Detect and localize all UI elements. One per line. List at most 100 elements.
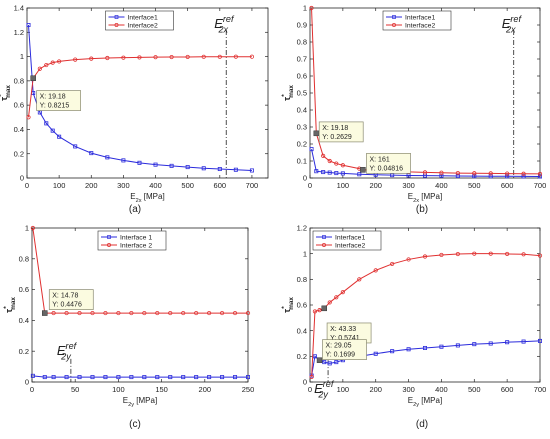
data-point [327, 170, 332, 175]
data-point [194, 310, 199, 316]
data-point [505, 174, 510, 179]
data-point [455, 170, 460, 176]
data-point [89, 151, 94, 156]
data-point [312, 354, 317, 359]
y-axis-label: τ*max [3, 297, 17, 313]
x-tick-label: 100 [53, 181, 66, 190]
legend-item: Interface1 [386, 14, 435, 21]
data-point [249, 168, 254, 173]
data-point [521, 252, 526, 257]
data-point [37, 66, 42, 71]
data-point [51, 375, 56, 380]
legend-item: Interface 1 [101, 234, 152, 241]
data-point [129, 310, 134, 316]
data-point [327, 361, 332, 366]
data-tip-marker [313, 130, 320, 137]
data-point [77, 310, 82, 316]
data-point [26, 115, 31, 120]
y-tick-label: 0 [20, 174, 24, 183]
x-tick-label: 600 [501, 385, 514, 394]
data-tip-y: Y: 0.8215 [40, 103, 70, 110]
legend-label: Interface2 [128, 22, 158, 29]
data-point [245, 310, 251, 316]
data-point [153, 162, 158, 167]
data-point [194, 375, 199, 380]
data-point [116, 375, 121, 380]
data-point [390, 349, 395, 354]
chart-panel-4: 0 100 200 300 400 500 600 700 0 0.2 0.4 0.6 0.8 1 1.2 E… [281, 224, 546, 430]
data-point [334, 171, 339, 176]
data-point [439, 252, 444, 258]
data-tip-marker [316, 357, 323, 363]
data-point [201, 166, 206, 171]
data-point [340, 163, 345, 168]
data-point [472, 251, 477, 256]
x-tick-label: 700 [246, 181, 259, 190]
data-tip: X: 29.05 Y: 0.1699 [316, 339, 367, 363]
data-point [334, 295, 339, 300]
x-tick-label: 0 [25, 181, 29, 190]
data-point [472, 342, 477, 347]
x-tick-label: 50 [71, 385, 79, 394]
series-line [311, 148, 541, 177]
data-point [219, 310, 225, 316]
x-tick-label: 700 [534, 181, 547, 190]
y-tick-label: 0.2 [297, 140, 307, 149]
data-point [57, 134, 62, 139]
data-tip: X: 14.78 Y: 0.4476 [42, 289, 94, 316]
data-point [51, 310, 56, 316]
data-point [321, 170, 326, 175]
y-tick-label: 0.4 [19, 316, 29, 325]
chart-panel-2: 0 100 200 300 400 500 600 700 0 0.1 0.2 0.3 0.4 0.5 0.… [281, 4, 546, 215]
data-point [455, 173, 460, 178]
x-tick-label: 250 [242, 385, 255, 394]
chart-panel-3: 0 50 100 150 200 250 0 0.2 0.4 0.6 0.8 1 E2y [MPa] τ*… [3, 224, 254, 430]
data-point [505, 340, 510, 345]
y-axis-label: τ*max [0, 85, 12, 101]
plot-frame [26, 7, 269, 179]
x-tick-label: 400 [435, 181, 448, 190]
y-tick-label: 0.6 [19, 285, 29, 294]
data-tip-x: X: 19.18 [40, 94, 66, 101]
y-tick-label: 0.6 [14, 101, 24, 110]
y-tick-label: 0.4 [14, 125, 24, 134]
data-point [488, 341, 493, 346]
data-point [488, 174, 493, 179]
data-point [142, 375, 147, 380]
data-point [64, 310, 69, 316]
y-tick-label: 0.1 [297, 157, 307, 166]
data-point [207, 310, 212, 316]
data-point [537, 253, 543, 258]
data-point [334, 360, 339, 365]
y-tick-label: 0.4 [297, 106, 307, 115]
data-point [505, 251, 510, 257]
y-axis-label: τ*max [281, 85, 295, 101]
y-tick-label: 1 [303, 4, 307, 13]
legend-marker [392, 15, 396, 19]
data-tip-marker [42, 310, 48, 316]
data-tip-y: Y: 0.04816 [370, 165, 404, 172]
y-tick-label: 0.8 [19, 254, 29, 263]
y-tick-label: 0.5 [297, 89, 307, 98]
data-tip-x: X: 14.78 [52, 293, 78, 300]
y-tick-label: 0.9 [297, 21, 307, 30]
data-point [327, 158, 332, 164]
series-line [32, 375, 248, 378]
data-point [472, 171, 477, 176]
panel-label: (a) [129, 204, 141, 215]
x-axis-label: E2y [MPa] [408, 396, 442, 408]
data-point [357, 172, 362, 177]
y-tick-label: 0.8 [297, 38, 307, 47]
panel-label: (b) [416, 204, 428, 215]
y-tick-label: 0.2 [14, 149, 24, 158]
data-point [521, 171, 526, 176]
data-point [472, 174, 477, 179]
legend-marker [114, 15, 119, 19]
data-tip-marker [30, 75, 36, 81]
data-tip-x: X: 161 [370, 156, 390, 163]
data-point [312, 309, 318, 314]
legend-label: Interface2 [405, 22, 435, 29]
y-tick-label: 0.6 [297, 301, 307, 310]
legend-item: Interface2 [108, 22, 158, 29]
legend-marker [114, 23, 119, 27]
